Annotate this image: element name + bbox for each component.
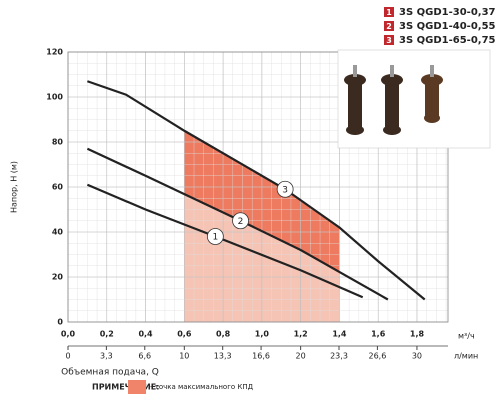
x-tick-label: 0,8 bbox=[216, 330, 231, 339]
product-photo bbox=[337, 49, 491, 149]
x2-tick-label: 10 bbox=[179, 352, 189, 361]
curve-label-badge bbox=[206, 228, 224, 245]
legend-label: 3S QGD1-40-0,55 bbox=[399, 21, 496, 32]
legend-label: 3S QGD1-30-0,37 bbox=[399, 7, 496, 18]
legend-number: 3 bbox=[386, 36, 392, 45]
plot-frame bbox=[67, 51, 449, 323]
legend-swatch bbox=[384, 7, 394, 17]
x2-tick-label: 3,3 bbox=[100, 352, 113, 361]
legend-swatch bbox=[384, 21, 394, 31]
y-axis-label: Напор, H (м) bbox=[10, 161, 19, 213]
x-tick-label: 1,8 bbox=[410, 330, 425, 339]
x2-unit: л/мин bbox=[454, 352, 478, 361]
legend-number: 2 bbox=[386, 22, 392, 31]
y-tick-label: 100 bbox=[46, 93, 63, 102]
legend-label: 3S QGD1-65-0,75 bbox=[399, 35, 496, 46]
x-tick-label: 1,2 bbox=[294, 330, 308, 339]
x2-tick-label: 6,6 bbox=[138, 352, 151, 361]
x2-tick-label: 13,3 bbox=[214, 352, 232, 361]
x2-tick-label: 23,3 bbox=[330, 352, 348, 361]
y-tick-label: 120 bbox=[46, 48, 63, 57]
x-tick-label: 1,6 bbox=[371, 330, 386, 339]
x2-tick-label: 20 bbox=[296, 352, 306, 361]
x2-tick-label: 0 bbox=[65, 352, 70, 361]
x-tick-label: 0,4 bbox=[138, 330, 153, 339]
x-tick-label: 0,2 bbox=[100, 330, 114, 339]
x-unit: м³/ч bbox=[458, 332, 475, 341]
y-tick-label: 80 bbox=[52, 138, 64, 147]
x2-tick-label: 16,6 bbox=[252, 352, 270, 361]
x-axis-label: Объемная подача, Q bbox=[61, 368, 159, 378]
y-tick-label: 60 bbox=[52, 183, 64, 192]
x2-tick-label: 26,6 bbox=[368, 352, 386, 361]
x2-tick-label: 30 bbox=[412, 352, 422, 361]
x-tick-label: 0,0 bbox=[61, 330, 76, 339]
note-swatch bbox=[128, 380, 146, 394]
note-title: ПРИМЕЧАНИЕ: bbox=[92, 383, 159, 392]
curve-label-badge bbox=[232, 212, 249, 230]
curve-label: 2 bbox=[238, 217, 244, 227]
legend-number: 1 bbox=[386, 8, 392, 17]
curve-label: 1 bbox=[212, 233, 218, 243]
x-tick-label: 1,0 bbox=[255, 330, 270, 339]
x-tick-label: 1,4 bbox=[332, 330, 347, 339]
y-tick-label: 0 bbox=[57, 318, 63, 327]
curve-label-badge bbox=[276, 180, 294, 198]
y-tick-label: 20 bbox=[52, 273, 64, 282]
curve-label: 3 bbox=[282, 185, 288, 195]
note-text: - точка максимального КПД bbox=[150, 383, 254, 391]
legend-swatch bbox=[384, 35, 394, 45]
x-tick-label: 0,6 bbox=[177, 330, 192, 339]
y-tick-label: 40 bbox=[52, 228, 64, 237]
